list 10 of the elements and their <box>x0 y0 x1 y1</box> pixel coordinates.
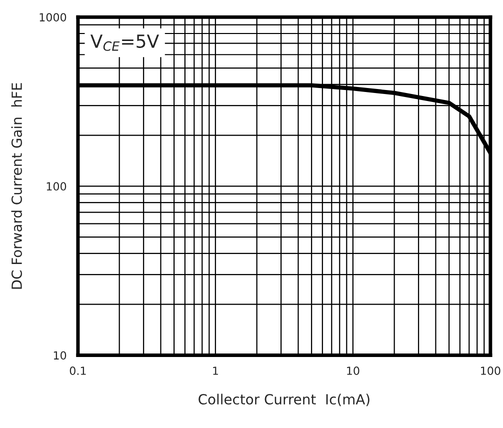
x-tick-label: 0.1 <box>70 366 86 375</box>
x-axis-title: Collector Current Ic(mA) <box>198 394 370 406</box>
x-tick-label: 1 <box>213 366 218 375</box>
y-tick-label: 10 <box>54 351 66 360</box>
x-tick-label: 10 <box>347 366 360 375</box>
y-tick-label: 1000 <box>40 13 66 22</box>
annotation: V$_{CE}$=5V <box>90 34 159 51</box>
x-tick-label: 100 <box>481 366 500 375</box>
y-axis-title: DC Forward Current Gain hFE <box>11 83 22 289</box>
y-tick-label: 100 <box>46 182 66 191</box>
